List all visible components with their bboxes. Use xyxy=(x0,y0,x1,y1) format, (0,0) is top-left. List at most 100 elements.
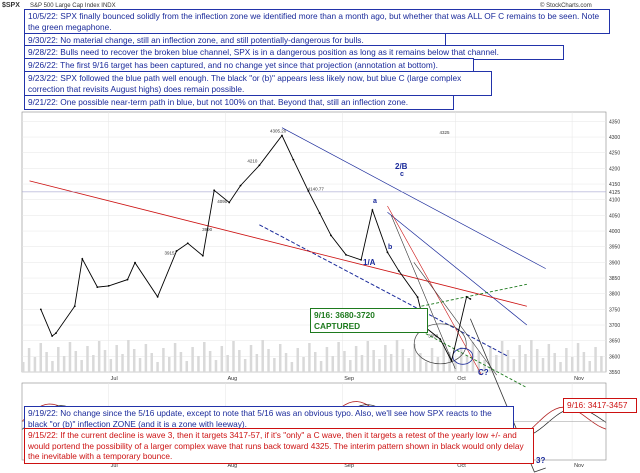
black-projection-b xyxy=(413,262,497,376)
wave-label-1a: 1/A xyxy=(363,258,376,267)
chart-subtitle: S&P 500 Large Cap Index INDX xyxy=(30,3,116,9)
volume-bar xyxy=(62,356,66,372)
indicator-x-tick-label: Nov xyxy=(574,463,584,469)
volume-bar xyxy=(162,348,165,372)
price-series-line xyxy=(40,134,471,363)
volume-bar xyxy=(22,362,25,372)
volume-bar xyxy=(384,345,387,372)
y-tick-label: 3750 xyxy=(609,307,620,313)
y-tick-label: 4125 xyxy=(609,190,620,196)
volume-bar xyxy=(33,357,37,372)
volume-bar xyxy=(115,345,118,372)
volume-bar xyxy=(401,349,405,372)
price-level-label: 3650 xyxy=(428,334,439,339)
wave-label-c2: C? xyxy=(478,368,489,377)
volume-bar xyxy=(325,347,329,372)
y-tick-label: 3600 xyxy=(609,354,620,360)
volume-bar xyxy=(39,343,43,372)
volume-bar xyxy=(214,360,218,372)
volume-bar xyxy=(489,346,492,372)
volume-bar xyxy=(530,340,533,372)
volume-bar xyxy=(243,359,247,372)
volume-bar xyxy=(57,347,60,372)
volume-bar xyxy=(273,358,276,372)
volume-bar xyxy=(278,344,282,372)
volume-bar xyxy=(366,341,370,372)
volume-bar xyxy=(150,353,153,372)
volume-bar xyxy=(156,362,159,372)
volume-bar xyxy=(541,358,545,372)
volume-bar xyxy=(512,359,516,372)
volume-bar xyxy=(553,353,556,372)
volume-bar xyxy=(378,359,381,372)
volume-bar xyxy=(454,361,457,372)
price-level-label: 4325 xyxy=(440,130,451,135)
blue-channel-upper xyxy=(281,127,546,269)
volume-bar xyxy=(144,344,148,372)
x-tick-label: Nov xyxy=(574,376,584,382)
annotation-9-23: 9/23/22: SPX followed the blue path well… xyxy=(24,71,492,96)
volume-bar xyxy=(80,360,83,372)
indicator-x-tick-label: Aug xyxy=(227,463,237,469)
volume-bar xyxy=(407,358,410,372)
volume-bar xyxy=(261,340,264,372)
x-tick-label: Sep xyxy=(344,376,354,382)
black-projection-a xyxy=(390,215,456,369)
wave-label-c: c xyxy=(400,171,404,178)
price-panel-frame xyxy=(21,111,607,373)
volume-bar xyxy=(103,350,107,372)
x-tick-label: Jul xyxy=(111,376,118,382)
volume-bar xyxy=(74,351,78,372)
volume-bar xyxy=(576,343,580,372)
trend-lines xyxy=(22,127,606,473)
volume-bar xyxy=(296,348,299,372)
volume-bar xyxy=(483,360,486,372)
volume-bar xyxy=(343,351,346,372)
volume-bar xyxy=(319,361,323,372)
wave-label-a: a xyxy=(373,198,377,205)
volume-bar xyxy=(436,357,440,372)
y-axis-ticks: 4350 4300 4250 4200 4150 4125 4100 4050 4000 3950… xyxy=(609,119,620,376)
volume-bar xyxy=(86,346,89,372)
volume-bar xyxy=(185,361,189,372)
y-tick-label: 4350 xyxy=(609,119,620,125)
volume-bar xyxy=(518,345,521,372)
chart-grid xyxy=(21,111,607,461)
annotation-9-21: 9/21/22: One possible near-term path in … xyxy=(24,95,454,110)
y-tick-label: 3800 xyxy=(609,292,620,298)
volume-bar xyxy=(208,351,212,372)
volume-bar xyxy=(419,353,422,372)
volume-bar xyxy=(302,357,305,372)
volume-bar xyxy=(267,349,270,372)
target-box: 9/16: 3417-3457 xyxy=(563,398,637,413)
green-megaphone-upper xyxy=(421,283,527,307)
wave-label-2b: 2/B xyxy=(395,162,408,171)
wave-label-b: b xyxy=(388,244,393,251)
x-tick-label: Oct xyxy=(457,376,466,382)
y-tick-label: 4150 xyxy=(609,182,620,188)
x-axis-ticks: Jul Aug Sep Oct Nov Jul Aug Sep Oct Nov xyxy=(111,376,584,469)
volume-bar xyxy=(582,352,586,372)
volume-bar xyxy=(372,350,375,372)
volume-bar xyxy=(173,343,177,372)
y-tick-label: 3700 xyxy=(609,323,620,329)
volume-bar xyxy=(314,352,317,372)
volume-bar xyxy=(413,344,416,372)
y-tick-label: 4250 xyxy=(609,151,620,157)
volume-bar xyxy=(97,341,101,372)
volume-bar xyxy=(424,362,428,372)
y-tick-label: 4200 xyxy=(609,166,620,172)
volume-bar xyxy=(349,360,352,372)
annotation-10-5: 10/5/22: SPX finally bounced solidly fro… xyxy=(24,9,610,34)
price-level-label: 4140.77 xyxy=(308,186,325,191)
price-level-label: 4210 xyxy=(247,158,258,163)
y-tick-label: 3900 xyxy=(609,260,620,266)
volume-bar xyxy=(460,347,463,372)
captured-box: 9/16: 3680-3720 CAPTURED xyxy=(310,308,428,333)
y-tick-label: 3850 xyxy=(609,276,620,282)
volume-bar xyxy=(284,353,288,372)
y-tick-label: 3550 xyxy=(609,370,620,376)
volume-bar xyxy=(109,359,113,372)
price-level-label: 3915 xyxy=(164,251,175,256)
